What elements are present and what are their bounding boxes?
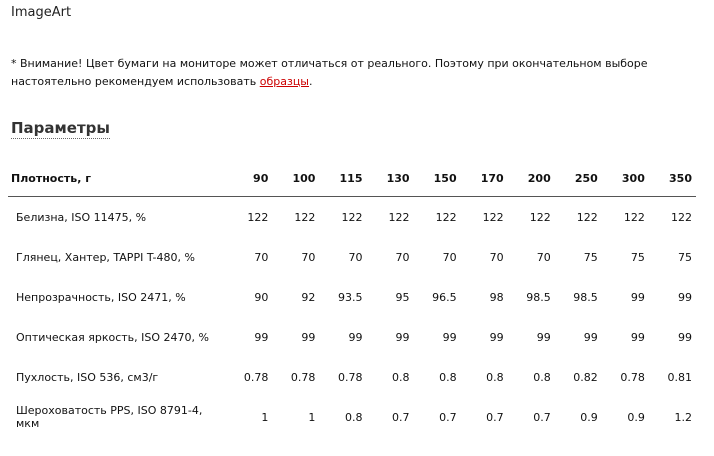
column-header: 100 — [268, 160, 316, 197]
row-label: Непрозрачность, ISO 2471, % — [16, 290, 186, 304]
table-cell: 122 — [341, 210, 363, 224]
table-cell: 0.7 — [486, 410, 504, 424]
table-cell: 0.8 — [392, 370, 410, 384]
row-label: Белизна, ISO 11475, % — [16, 210, 147, 224]
table-cell: 122 — [294, 210, 316, 224]
table-cell: 0.7 — [533, 410, 551, 424]
notice-text: * Внимание! Цвет бумаги на мониторе може… — [11, 57, 648, 88]
column-header: 150 — [409, 160, 457, 197]
row-label: Шероховатость PPS, ISO 8791-4, мкм — [16, 404, 203, 430]
table-cell: 0.8 — [439, 370, 457, 384]
table-cell: 99 — [254, 330, 269, 344]
table-cell: 99 — [489, 330, 504, 344]
column-header: 200 — [503, 160, 551, 197]
table-cell: 0.82 — [573, 370, 598, 384]
table-cell: 70 — [536, 250, 551, 264]
table-cell: 99 — [395, 330, 410, 344]
table-cell: 75 — [678, 250, 692, 264]
column-header: 300 — [597, 160, 645, 197]
table-row: Глянец, Хантер, TAPPI T-480, % 70 70 70 … — [8, 237, 696, 277]
brand-name: ImageArt — [11, 5, 72, 20]
table-cell: 0.7 — [439, 410, 457, 424]
table-cell: 92 — [301, 290, 316, 304]
column-header: 130 — [362, 160, 410, 197]
table-cell: 99 — [442, 330, 457, 344]
table-cell: 0.7 — [392, 410, 410, 424]
table-cell: 0.9 — [627, 410, 645, 424]
table-cell: 1 — [308, 410, 316, 424]
table-cell: 95 — [395, 290, 410, 304]
table-cell: 70 — [301, 250, 316, 264]
table-cell: 98.5 — [573, 290, 598, 304]
table-cell: 98 — [489, 290, 504, 304]
table-cell: 0.8 — [344, 410, 363, 424]
table-cell: 90 — [254, 290, 269, 304]
table-cell: 1.2 — [674, 410, 693, 424]
table-row: Оптическая яркость, ISO 2470, % 99 99 99… — [8, 317, 696, 357]
color-notice: * Внимание! Цвет бумаги на мониторе може… — [11, 55, 701, 91]
table-cell: 99 — [630, 330, 645, 344]
table-cell: 99 — [630, 290, 645, 304]
table-cell: 70 — [489, 250, 504, 264]
table-cell: 122 — [482, 210, 504, 224]
table-cell: 122 — [576, 210, 598, 224]
table-cell: 122 — [623, 210, 645, 224]
section-title: Параметры — [11, 119, 110, 139]
parameters-table: Плотность, г 90 100 115 130 150 170 200 … — [8, 160, 696, 437]
table-cell: 122 — [671, 210, 692, 224]
table-cell: 70 — [254, 250, 269, 264]
table-cell: 75 — [583, 250, 598, 264]
table-cell: 122 — [435, 210, 457, 224]
samples-link[interactable]: образцы — [259, 75, 309, 88]
table-cell: 98.5 — [526, 290, 551, 304]
table-cell: 0.78 — [243, 370, 269, 384]
table-cell: 99 — [301, 330, 316, 344]
table-cell: 99 — [583, 330, 598, 344]
table-cell: 93.5 — [337, 290, 363, 304]
table-cell: 99 — [678, 290, 692, 304]
density-header: Плотность, г — [8, 160, 222, 197]
table-cell: 0.8 — [533, 370, 551, 384]
table-cell: 0.78 — [290, 370, 316, 384]
table-row: Пухлость, ISO 536, см3/г 0.78 0.78 0.78 … — [8, 357, 696, 397]
table-cell: 0.78 — [620, 370, 645, 384]
table-cell: 70 — [348, 250, 363, 264]
table-cell: 0.9 — [580, 410, 598, 424]
table-cell: 96.5 — [432, 290, 457, 304]
row-label: Пухлость, ISO 536, см3/г — [16, 370, 159, 384]
column-header: 115 — [315, 160, 363, 197]
table-cell: 99 — [536, 330, 551, 344]
table-cell: 75 — [630, 250, 645, 264]
table-cell: 70 — [395, 250, 410, 264]
table-cell: 122 — [388, 210, 410, 224]
table-cell: 99 — [348, 330, 363, 344]
table-cell: 122 — [529, 210, 551, 224]
table-header-row: Плотность, г 90 100 115 130 150 170 200 … — [8, 160, 696, 197]
table-cell: 0.8 — [486, 370, 504, 384]
table-row: Шероховатость PPS, ISO 8791-4, мкм 1 1 0… — [8, 397, 696, 437]
column-header: 250 — [550, 160, 598, 197]
table-cell: 0.81 — [667, 370, 693, 384]
column-header: 90 — [221, 160, 269, 197]
column-header: 170 — [456, 160, 504, 197]
row-label: Оптическая яркость, ISO 2470, % — [16, 330, 209, 344]
table-cell: 0.78 — [337, 370, 363, 384]
table-cell: 122 — [247, 210, 269, 224]
row-label: Глянец, Хантер, TAPPI T-480, % — [16, 250, 195, 264]
table-cell: 70 — [442, 250, 457, 264]
notice-end: . — [309, 75, 313, 88]
table-row: Непрозрачность, ISO 2471, % 90 92 93.5 9… — [8, 277, 696, 317]
column-header: 350 — [644, 160, 696, 197]
table-cell: 99 — [678, 330, 692, 344]
table-row: Белизна, ISO 11475, % 122 122 122 122 12… — [8, 197, 696, 238]
table-cell: 1 — [261, 410, 269, 424]
